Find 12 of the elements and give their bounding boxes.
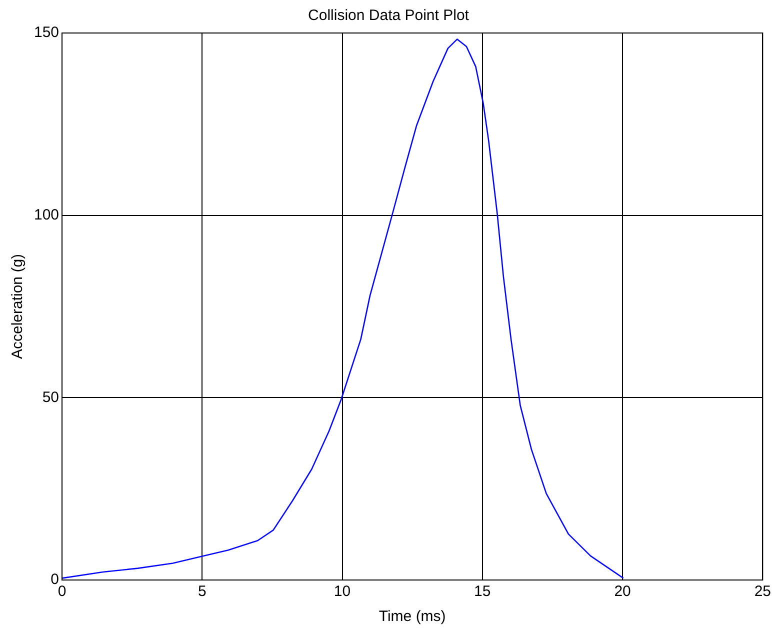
y-tick-label: 0 — [50, 571, 60, 588]
y-tick-label: 150 — [34, 24, 60, 42]
y-axis-title: Acceleration (g) — [9, 254, 26, 360]
y-tick-label: 100 — [34, 206, 60, 224]
x-tick-label: 15 — [474, 583, 491, 600]
x-tick-label: 10 — [334, 583, 351, 600]
x-axis-title: Time (ms) — [378, 608, 446, 626]
x-tick-label: 5 — [198, 583, 206, 600]
x-tick-label: 25 — [754, 583, 771, 600]
y-tick-label: 50 — [42, 388, 60, 406]
x-tick-label: 20 — [614, 583, 631, 600]
chart-title: Collision Data Point Plot — [308, 7, 470, 24]
